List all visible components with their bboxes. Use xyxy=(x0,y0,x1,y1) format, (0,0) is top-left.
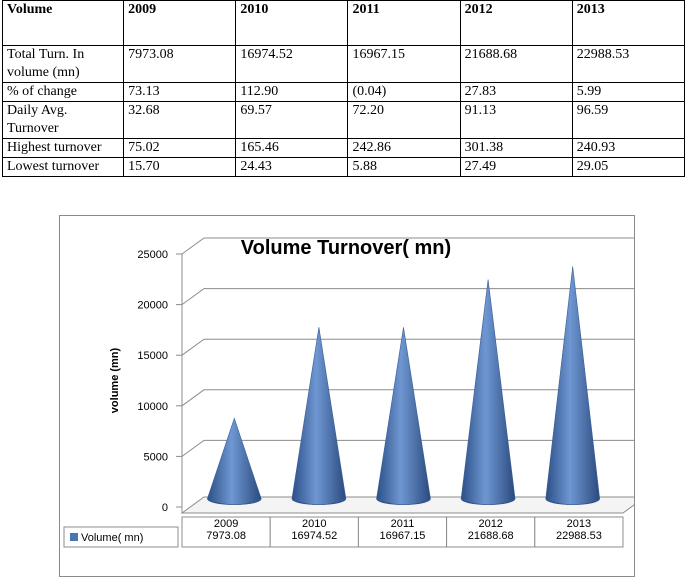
cone-bar xyxy=(545,266,601,505)
table-cell: 165.46 xyxy=(235,138,349,158)
row-label: Highest turnover xyxy=(1,138,125,158)
table-header-cell: 2012 xyxy=(459,0,573,46)
data-table-cell xyxy=(269,516,359,548)
row-label: % of change xyxy=(1,82,125,102)
row-label: Lowest turnover xyxy=(1,157,125,177)
legend-swatch xyxy=(70,533,78,541)
gridline xyxy=(181,338,634,356)
data-label: 16974.52 xyxy=(291,530,337,542)
x-tick-label: 2010 xyxy=(302,518,326,530)
cone-bar xyxy=(291,327,347,505)
row-label: Daily Avg. Turnover xyxy=(1,101,125,139)
data-label: 21688.68 xyxy=(468,530,514,542)
chart-frame: 0 5000 10000 15000 20000 25000 volume (mn) Volu… xyxy=(59,215,635,577)
row-label: Total Turn. In volume (mn) xyxy=(1,45,125,83)
table-header-cell: Volume xyxy=(1,0,125,46)
data-label: 7973.08 xyxy=(206,530,246,542)
y-axis-label: volume (mn) xyxy=(109,347,121,413)
table-row: Total Turn. In volume (mn) 7973.08 16974… xyxy=(1,45,686,83)
table-cell: (0.04) xyxy=(347,82,461,102)
table-cell: 301.38 xyxy=(459,138,573,158)
table-cell: 240.93 xyxy=(571,138,686,158)
table-cell: 75.02 xyxy=(123,138,237,158)
data-label: 16967.15 xyxy=(380,530,426,542)
table-cell: 27.49 xyxy=(459,157,573,177)
y-tick-label: 25000 xyxy=(137,249,168,261)
summary-table: Volume 2009 2010 2011 2012 2013 Total Tu… xyxy=(1,0,686,177)
table-header-cell: 2013 xyxy=(571,0,686,46)
x-tick-label: 2009 xyxy=(214,518,238,530)
volume-chart: 0 5000 10000 15000 20000 25000 volume (mn) Volu… xyxy=(63,237,634,548)
table-cell: 5.88 xyxy=(347,157,461,177)
cone-bar xyxy=(376,327,431,505)
data-table-legend-cell xyxy=(63,526,179,548)
table-header-row: Volume 2009 2010 2011 2012 2013 xyxy=(1,0,686,46)
table-cell: 22988.53 xyxy=(571,45,686,83)
y-tick-label: 10000 xyxy=(137,401,168,413)
table-cell: 16967.15 xyxy=(347,45,461,83)
table-cell: 21688.68 xyxy=(459,45,573,83)
table-cell: 27.83 xyxy=(459,82,573,102)
data-table-cell xyxy=(446,516,536,548)
table-cell: 29.05 xyxy=(571,157,686,177)
y-tick-label: 0 xyxy=(162,502,168,514)
table-cell: 15.70 xyxy=(123,157,237,177)
x-tick-label: 2012 xyxy=(478,518,502,530)
table-row: Lowest turnover 15.70 24.43 5.88 27.49 2… xyxy=(1,157,686,177)
table-cell: 91.13 xyxy=(459,101,573,139)
table-cell: 24.43 xyxy=(235,157,349,177)
table-cell: 242.86 xyxy=(347,138,461,158)
cone-bar xyxy=(460,279,516,505)
y-tick-label: 15000 xyxy=(137,350,168,362)
table-row: Daily Avg. Turnover 32.68 69.57 72.20 91… xyxy=(1,101,686,139)
data-table-cell xyxy=(534,516,624,548)
table-header-cell: 2011 xyxy=(347,0,461,46)
table-cell: 72.20 xyxy=(347,101,461,139)
cone-bar xyxy=(206,417,262,505)
table-cell: 96.59 xyxy=(571,101,686,139)
table-header-cell: 2009 xyxy=(123,0,237,46)
table-cell: 73.13 xyxy=(123,82,237,102)
data-label: 22988.53 xyxy=(556,530,602,542)
chart-title: Volume Turnover( mn) xyxy=(241,237,451,259)
table-header-cell: 2010 xyxy=(235,0,349,46)
table-cell: 5.99 xyxy=(571,82,686,102)
legend-label: Volume( mn) xyxy=(81,532,143,544)
gridline xyxy=(181,288,634,306)
x-tick-label: 2011 xyxy=(391,518,415,530)
table-cell: 69.57 xyxy=(235,101,349,139)
y-tick-label: 20000 xyxy=(137,300,168,312)
y-tick-label: 5000 xyxy=(144,451,168,463)
table-cell: 32.68 xyxy=(123,101,237,139)
table-row: % of change 73.13 112.90 (0.04) 27.83 5.… xyxy=(1,82,686,102)
table-cell: 16974.52 xyxy=(235,45,349,83)
table-cell: 112.90 xyxy=(235,82,349,102)
gridline xyxy=(181,237,634,255)
x-tick-label: 2013 xyxy=(567,518,591,530)
table-cell: 7973.08 xyxy=(123,45,237,83)
table-row: Highest turnover 75.02 165.46 242.86 301… xyxy=(1,138,686,158)
